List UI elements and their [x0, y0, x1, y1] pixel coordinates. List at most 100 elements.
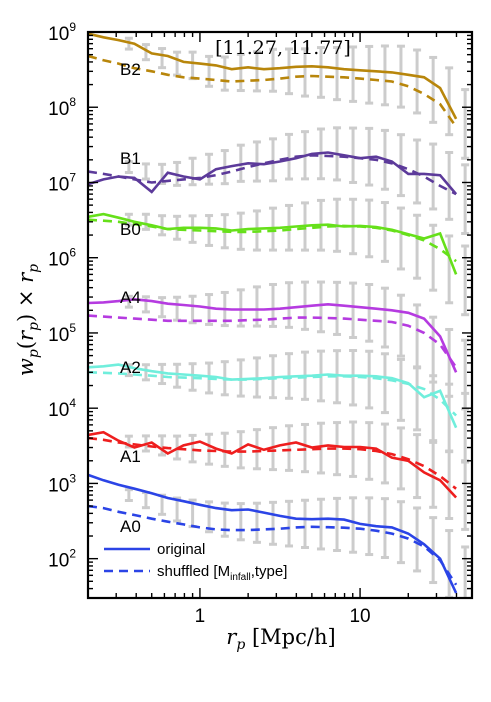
error-bar — [429, 142, 438, 211]
series-label-B2: B2 — [120, 60, 141, 79]
error-bar — [205, 54, 214, 88]
y-tick-label: 106 — [48, 246, 76, 271]
error-bar — [285, 424, 294, 472]
error-bar — [252, 428, 261, 471]
series-labels: B2 B1 B0 A4 A2 A1 A0 — [120, 60, 141, 536]
series-A1-shuffled-line — [88, 436, 457, 490]
error-bar — [333, 46, 342, 102]
tick-labels: 1 10 102 103 104 105 106 107 108 109 — [48, 20, 370, 627]
error-bar — [380, 286, 389, 349]
error-bar — [365, 283, 374, 343]
error-bar — [365, 44, 374, 105]
error-bar — [461, 391, 470, 464]
error-bar — [445, 529, 454, 598]
error-bar — [380, 352, 389, 415]
error-bar — [413, 48, 422, 115]
error-bar — [252, 501, 261, 544]
error-bar — [396, 293, 405, 358]
error-bar — [285, 47, 294, 96]
error-bar — [316, 280, 325, 334]
series-label-A4: A4 — [120, 288, 141, 307]
error-bar — [124, 488, 133, 502]
error-bar — [269, 137, 278, 183]
error-bar — [205, 152, 214, 186]
error-bar — [333, 496, 342, 552]
error-bar — [124, 160, 133, 175]
error-bar — [396, 206, 405, 271]
error-bar — [461, 88, 470, 160]
error-bar — [141, 43, 150, 62]
y-tick-label: 104 — [48, 396, 76, 421]
error-bar — [173, 50, 182, 77]
series-B1-original-line — [88, 151, 458, 195]
error-bar — [158, 214, 167, 237]
error-bar — [349, 349, 358, 407]
error-bar — [188, 294, 197, 325]
series-A1-original-line — [88, 430, 458, 499]
error-bar — [349, 126, 358, 184]
error-bar — [349, 281, 358, 340]
y-tick-label: 103 — [48, 471, 76, 496]
chart-title: [11.27, 11.77] — [215, 37, 351, 59]
y-tick-label: 109 — [48, 20, 76, 45]
error-bar — [158, 362, 167, 386]
x-tick-label: 10 — [349, 606, 370, 627]
error-bar — [141, 162, 150, 181]
error-bar — [205, 293, 214, 326]
y-tick-label: 105 — [48, 321, 76, 346]
error-bar — [396, 133, 405, 198]
error-bar — [285, 132, 294, 181]
y-tick-label: 102 — [48, 547, 76, 572]
error-bar — [188, 156, 197, 187]
series-B0-original-line — [88, 212, 458, 275]
error-bar — [269, 47, 278, 93]
error-bar — [141, 363, 150, 382]
error-bar — [158, 434, 167, 457]
error-bar — [141, 491, 150, 510]
error-bar — [413, 213, 422, 280]
error-bar — [413, 365, 422, 432]
error-bar — [333, 280, 342, 336]
error-bar — [349, 420, 358, 478]
error-bar — [220, 431, 229, 468]
x-tick-label: 1 — [195, 606, 206, 627]
error-bar — [188, 362, 197, 392]
series-A0-original-line — [88, 473, 458, 594]
series-A4-shuffled-line — [88, 314, 458, 369]
x-axis-label: rp [Mpc/h] — [226, 625, 335, 653]
error-bar — [173, 362, 182, 389]
error-bar — [285, 281, 294, 329]
series-label-A2: A2 — [120, 358, 141, 377]
legend-entry: original — [157, 541, 205, 558]
error-bar — [252, 140, 261, 183]
error-bar — [429, 516, 438, 585]
error-bar — [445, 66, 454, 137]
error-bar — [300, 498, 309, 549]
error-bar — [158, 296, 167, 319]
error-bar — [205, 432, 214, 466]
error-bar — [461, 163, 470, 236]
error-bar — [285, 499, 294, 548]
series-label-B1: B1 — [120, 149, 141, 168]
error-bar — [365, 198, 374, 259]
error-bar — [396, 357, 405, 422]
error-bar — [445, 450, 454, 521]
error-bar — [188, 50, 197, 81]
error-bar — [429, 440, 438, 509]
error-bar — [349, 496, 358, 554]
error-bar — [333, 421, 342, 477]
error-bar — [300, 47, 309, 98]
error-bar — [236, 52, 245, 93]
y-tick-label: 108 — [48, 95, 76, 120]
error-bar — [316, 46, 325, 99]
series-lines — [88, 32, 458, 594]
series-A0-shuffled-line — [88, 504, 458, 586]
plot-border — [86, 30, 474, 600]
error-bar — [365, 421, 374, 481]
error-bar — [333, 349, 342, 405]
errorbar-layer — [124, 36, 470, 598]
error-bar — [380, 44, 389, 107]
error-bar — [220, 55, 229, 92]
error-bar — [158, 47, 167, 70]
